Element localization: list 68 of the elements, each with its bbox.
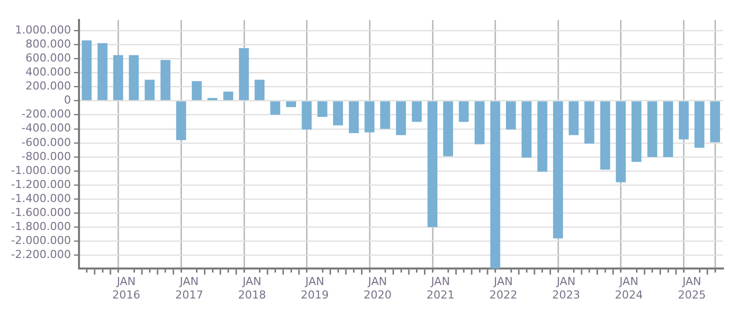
x-tick-label: JAN 2021 <box>426 275 455 302</box>
bar <box>428 101 438 228</box>
bar <box>522 101 532 158</box>
y-tick-label: 400.000 <box>25 66 71 79</box>
bar <box>396 101 406 136</box>
bar <box>207 98 218 100</box>
bar <box>678 101 689 140</box>
bar <box>192 81 202 100</box>
bar <box>710 101 720 142</box>
y-tick-label: 200.000 <box>25 80 71 93</box>
bar <box>412 101 422 122</box>
bar <box>380 101 390 129</box>
bar <box>443 101 454 156</box>
bar <box>82 40 92 100</box>
bar <box>490 101 500 269</box>
y-tick-label: -1.600.000 <box>11 206 71 219</box>
y-tick-label: -1.000.000 <box>11 164 71 177</box>
bar <box>238 48 249 100</box>
bar <box>286 101 296 108</box>
x-tick-label: JAN 2024 <box>614 275 643 302</box>
y-tick-label: -200.000 <box>21 108 71 121</box>
bar <box>632 101 642 162</box>
x-tick-label: JAN 2022 <box>489 275 518 302</box>
y-tick-label: -400.000 <box>21 122 71 135</box>
bar <box>663 101 674 157</box>
y-tick-label: -1.800.000 <box>11 220 71 234</box>
bar <box>254 80 265 100</box>
bar <box>537 101 548 172</box>
bar <box>364 101 374 132</box>
y-tick-label: 1.000.000 <box>14 23 71 36</box>
bar <box>584 101 594 144</box>
bar <box>348 101 359 134</box>
bar <box>144 80 155 100</box>
bar <box>616 101 626 182</box>
bar <box>223 92 234 100</box>
bar <box>113 55 124 100</box>
x-tick-label: JAN 2016 <box>112 275 140 302</box>
x-tick-label: JAN 2020 <box>364 275 392 302</box>
bar <box>694 101 704 148</box>
bar <box>302 101 312 130</box>
bar <box>506 101 516 130</box>
y-tick-label: -600.000 <box>21 136 71 149</box>
bar <box>647 101 658 157</box>
x-tick-label: JAN 2018 <box>238 275 266 302</box>
bar <box>568 101 579 136</box>
y-tick-label: 0 <box>64 94 71 107</box>
x-tick-label: JAN 2017 <box>175 275 204 302</box>
bar <box>128 55 139 100</box>
bar <box>600 101 610 170</box>
bar <box>317 101 328 117</box>
y-tick-label: -1.400.000 <box>11 192 71 205</box>
y-tick-label: -1.200.000 <box>11 178 71 191</box>
x-tick-label: JAN 2025 <box>678 275 706 302</box>
bar <box>553 101 563 238</box>
y-tick-label: 800.000 <box>25 37 71 50</box>
x-tick-label: JAN 2019 <box>300 275 329 302</box>
bar <box>160 60 170 100</box>
y-tick-label: -800.000 <box>21 150 71 163</box>
y-tick-label: -2.000.000 <box>11 234 71 248</box>
y-tick-label: -2.200.000 <box>11 248 71 262</box>
bar <box>333 101 343 126</box>
bar <box>270 101 280 115</box>
bar <box>458 101 469 122</box>
bar <box>474 101 485 144</box>
x-tick-label: JAN 2023 <box>552 275 580 302</box>
bar <box>98 43 108 100</box>
y-tick-label: 600.000 <box>25 51 71 64</box>
bar <box>176 101 186 140</box>
